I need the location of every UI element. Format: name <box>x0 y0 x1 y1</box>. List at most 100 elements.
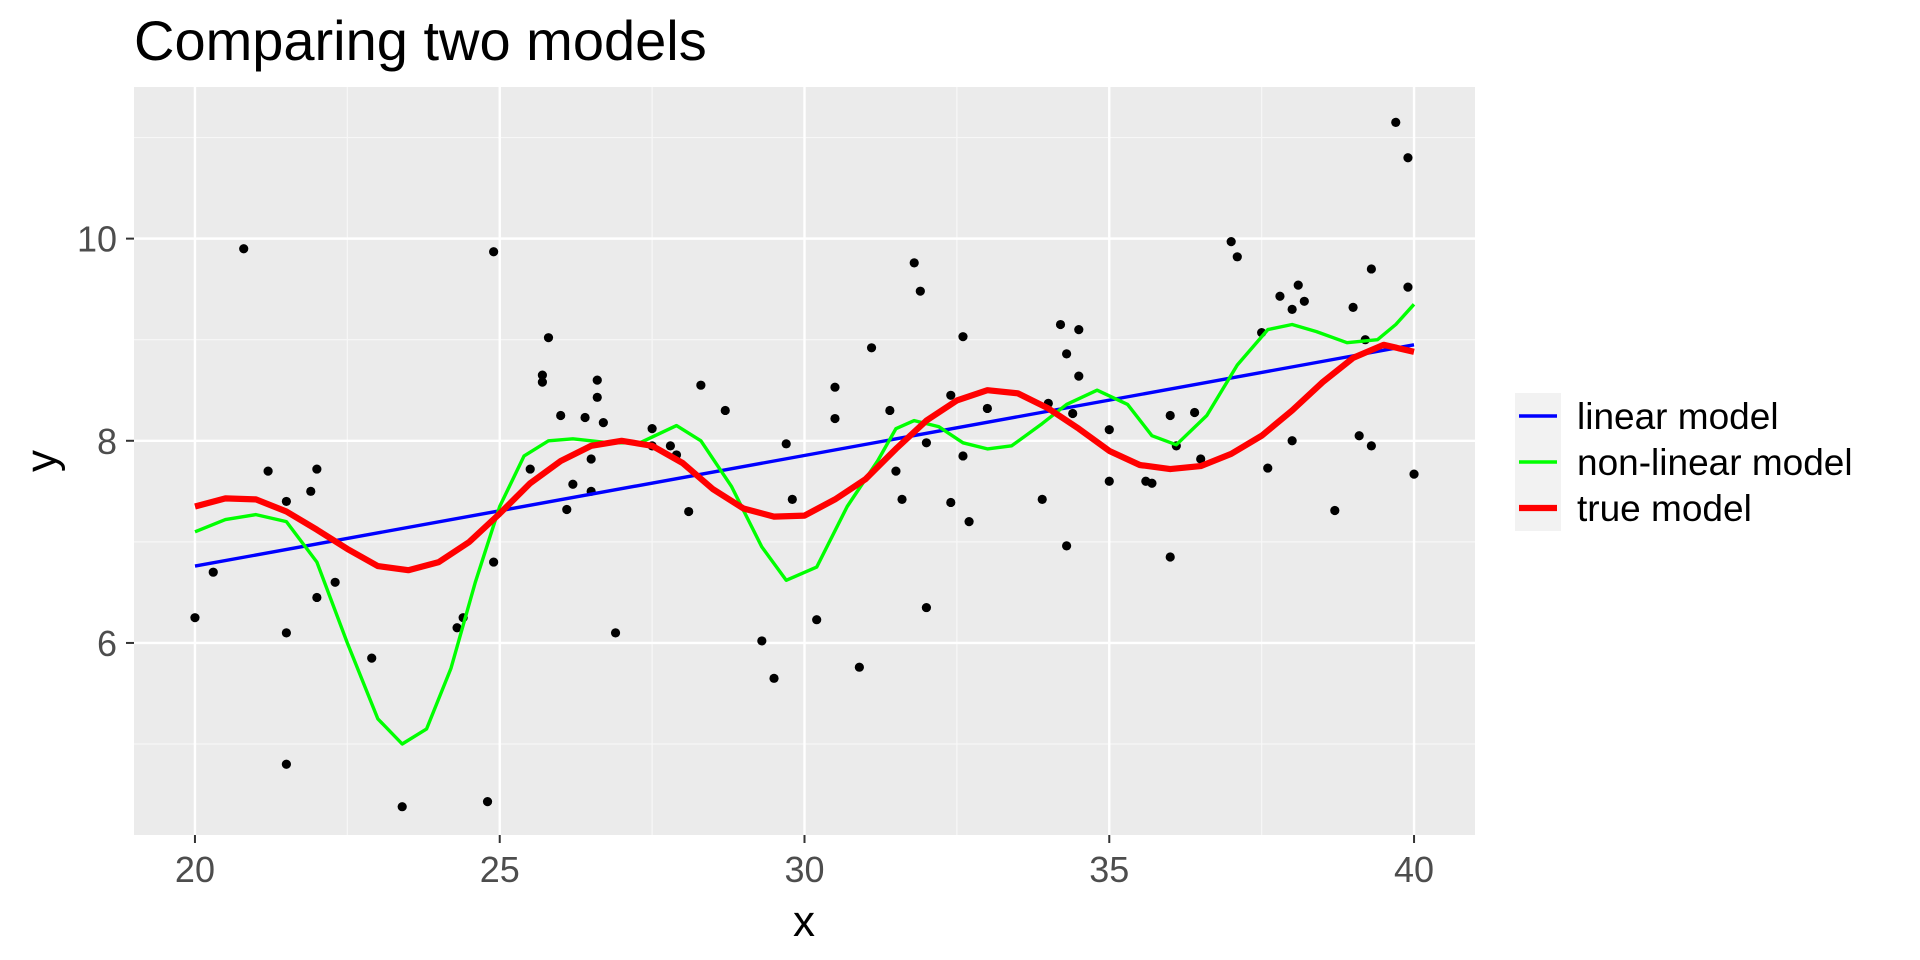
data-point <box>1196 454 1206 464</box>
data-point <box>610 628 621 638</box>
data-point <box>964 517 974 527</box>
data-point <box>696 380 706 390</box>
data-point <box>897 494 907 505</box>
x-tick-label: 35 <box>1089 849 1129 890</box>
data-point <box>1068 408 1078 419</box>
x-axis: 20 25 30 35 40 <box>175 835 1434 890</box>
data-point <box>537 370 547 380</box>
data-point <box>921 602 932 613</box>
x-axis-title: x <box>793 897 815 946</box>
data-point <box>1403 153 1413 163</box>
data-point <box>647 424 657 434</box>
grid-major <box>134 87 1475 835</box>
data-point <box>1165 552 1175 562</box>
data-point <box>946 390 956 400</box>
data-point <box>757 636 767 646</box>
chart-title: Comparing two models <box>134 9 707 72</box>
data-point <box>190 613 200 623</box>
data-point <box>787 494 797 505</box>
data-point <box>1104 476 1114 486</box>
data-point <box>1165 410 1175 421</box>
data-point <box>562 504 572 515</box>
y-axis: 6 8 10 <box>77 219 134 664</box>
data-point <box>1391 117 1401 127</box>
data-point <box>281 759 291 769</box>
data-point <box>1409 469 1419 479</box>
data-point <box>1287 436 1297 446</box>
data-point <box>263 466 273 476</box>
x-tick-label: 40 <box>1394 849 1434 890</box>
data-point <box>946 497 956 508</box>
data-point <box>1074 324 1084 335</box>
data-point <box>1147 478 1157 488</box>
data-point <box>1232 252 1242 262</box>
data-point <box>1062 541 1072 551</box>
data-point <box>568 479 578 489</box>
data-point <box>537 377 547 387</box>
legend-label: linear model <box>1577 396 1779 437</box>
model-lines <box>194 303 1416 746</box>
data-point <box>1287 304 1297 314</box>
data-point <box>580 412 590 423</box>
x-tick-label: 25 <box>480 849 520 890</box>
data-point <box>489 247 499 257</box>
y-tick-label: 6 <box>97 623 117 664</box>
data-point <box>958 451 968 461</box>
data-point <box>1366 441 1376 451</box>
data-point <box>239 244 249 254</box>
data-point <box>1263 463 1273 473</box>
data-point <box>1403 282 1413 292</box>
legend: linear model non-linear model true model <box>1515 393 1853 531</box>
data-point <box>312 464 322 474</box>
data-point <box>1062 349 1072 359</box>
data-point <box>525 464 535 474</box>
data-point <box>1293 280 1303 290</box>
data-point <box>769 673 779 683</box>
data-point <box>306 486 316 496</box>
data-point <box>543 333 554 343</box>
data-point <box>556 410 566 421</box>
y-axis-title: y <box>17 450 66 472</box>
data-point <box>1366 264 1376 274</box>
series-line-non-linear-model <box>194 303 1416 746</box>
data-point <box>1074 371 1084 381</box>
data-point <box>866 343 877 353</box>
data-point <box>586 454 596 464</box>
data-point <box>1354 431 1364 441</box>
data-point <box>1299 296 1309 306</box>
data-point <box>208 567 218 577</box>
data-point <box>684 506 694 517</box>
data-point <box>830 382 840 392</box>
data-point <box>665 441 676 451</box>
data-point <box>854 662 864 672</box>
data-point <box>781 439 791 449</box>
data-point <box>1226 237 1236 247</box>
x-tick-label: 30 <box>784 849 824 890</box>
series-line-linear-model <box>194 343 1415 568</box>
data-point <box>312 592 322 603</box>
data-point <box>891 466 901 476</box>
data-point <box>1275 291 1285 301</box>
y-tick-label: 8 <box>97 421 117 462</box>
data-point <box>489 557 499 567</box>
data-point <box>330 577 340 587</box>
data-point <box>982 403 992 414</box>
data-point <box>367 653 377 663</box>
series-line-true-model <box>194 341 1415 574</box>
data-point <box>1055 319 1066 330</box>
data-point <box>958 332 968 342</box>
data-point <box>1348 302 1358 312</box>
data-point <box>812 615 822 625</box>
data-point <box>885 405 895 416</box>
y-tick-label: 10 <box>77 219 117 260</box>
legend-label: true model <box>1577 488 1752 529</box>
data-point <box>281 496 291 507</box>
data-point <box>452 623 462 633</box>
data-point <box>592 392 602 402</box>
data-point <box>482 797 493 807</box>
data-point <box>909 258 919 268</box>
data-point <box>921 438 932 448</box>
data-point <box>1037 494 1047 505</box>
legend-label: non-linear model <box>1577 442 1853 483</box>
